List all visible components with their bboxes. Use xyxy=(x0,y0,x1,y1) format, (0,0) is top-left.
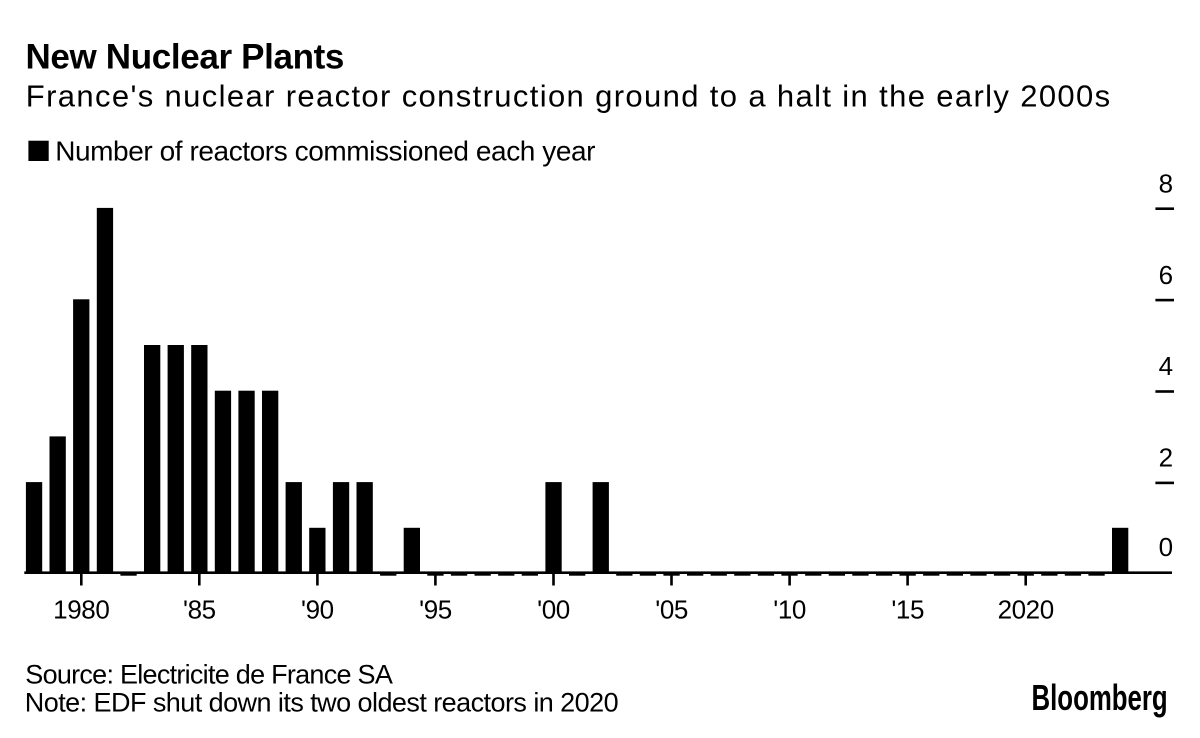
svg-text:'90: '90 xyxy=(301,595,334,625)
svg-text:'85: '85 xyxy=(183,595,216,625)
svg-text:Note: EDF shut down its two ol: Note: EDF shut down its two oldest react… xyxy=(25,688,618,718)
svg-text:'10: '10 xyxy=(773,595,806,625)
svg-text:Source: Electricite de France: Source: Electricite de France SA xyxy=(25,659,393,689)
svg-text:4: 4 xyxy=(1159,351,1173,381)
svg-text:France's nuclear reactor const: France's nuclear reactor construction gr… xyxy=(26,79,1112,114)
svg-text:6: 6 xyxy=(1159,260,1173,290)
svg-text:2020: 2020 xyxy=(998,595,1054,625)
svg-text:'00: '00 xyxy=(537,595,570,625)
svg-text:'15: '15 xyxy=(891,595,924,625)
svg-text:Number of reactors commissione: Number of reactors commissioned each yea… xyxy=(55,136,595,167)
svg-text:New Nuclear Plants: New Nuclear Plants xyxy=(26,38,345,77)
svg-text:'95: '95 xyxy=(419,595,452,625)
svg-text:'05: '05 xyxy=(655,595,688,625)
svg-text:2: 2 xyxy=(1159,443,1173,473)
svg-text:0: 0 xyxy=(1159,532,1173,562)
svg-text:Bloomberg: Bloomberg xyxy=(1032,678,1168,718)
svg-text:8: 8 xyxy=(1159,168,1173,198)
svg-text:1980: 1980 xyxy=(53,595,109,625)
